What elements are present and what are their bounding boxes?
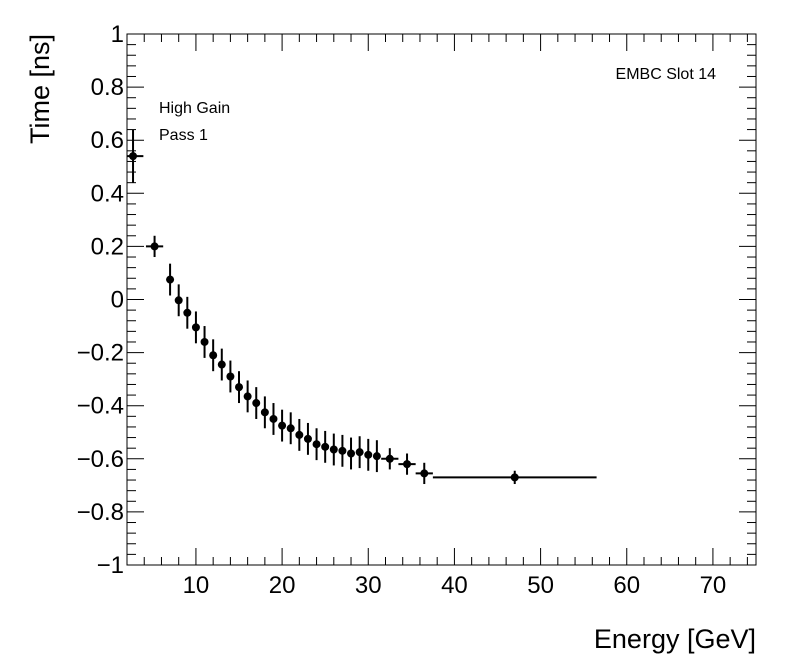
y-tick-label: −0.8: [77, 499, 124, 526]
data-marker: [420, 469, 429, 478]
data-point: [303, 422, 312, 455]
data-marker: [166, 275, 175, 284]
data-marker: [235, 383, 244, 392]
data-point: [432, 470, 597, 485]
data-point: [269, 403, 278, 435]
data-point: [295, 418, 304, 451]
data-marker: [129, 152, 138, 161]
data-point: [200, 326, 209, 358]
data-marker: [226, 372, 235, 381]
data-marker: [150, 242, 159, 251]
data-marker: [286, 424, 295, 433]
data-marker: [200, 337, 209, 346]
data-marker: [372, 452, 381, 461]
y-tick-label: −0.6: [77, 446, 124, 473]
y-tick-label: 0.6: [91, 127, 124, 154]
pass-label: Pass 1: [159, 127, 208, 144]
data-point: [252, 387, 261, 419]
data-point: [364, 438, 373, 471]
x-tick-label: 30: [355, 572, 382, 599]
data-marker: [385, 454, 394, 463]
x-tick-label: 70: [700, 572, 727, 599]
slot-label: EMBC Slot 14: [616, 66, 717, 83]
x-tick-label: 50: [527, 572, 554, 599]
data-marker: [510, 473, 519, 482]
data-marker: [191, 323, 200, 332]
data-marker: [329, 445, 338, 454]
data-point: [286, 412, 295, 445]
data-point: [166, 263, 175, 296]
data-marker: [217, 360, 226, 369]
data-marker: [312, 440, 321, 449]
data-marker: [338, 446, 347, 455]
data-marker: [252, 399, 261, 408]
data-marker: [403, 460, 412, 469]
data-point: [398, 453, 416, 475]
x-axis-title: Energy [GeV]: [594, 624, 756, 654]
data-point: [329, 433, 338, 466]
x-tick-label: 20: [269, 572, 296, 599]
data-marker: [260, 408, 269, 417]
data-point: [312, 428, 321, 461]
data-point: [415, 462, 433, 485]
y-tick-label: −0.4: [77, 393, 124, 420]
data-marker: [347, 449, 356, 458]
data-point: [338, 434, 347, 467]
data-point: [372, 440, 381, 473]
data-point: [174, 284, 183, 317]
data-point: [127, 129, 144, 183]
y-tick-label: 0.8: [91, 74, 124, 101]
data-marker: [303, 434, 312, 443]
data-marker: [278, 421, 287, 430]
data-marker: [321, 442, 330, 451]
data-point: [209, 339, 218, 372]
data-point: [217, 348, 226, 381]
data-marker: [269, 414, 278, 423]
data-marker: [364, 450, 373, 459]
data-point: [226, 360, 235, 393]
y-axis-title: Time [ns]: [25, 34, 55, 144]
data-point: [145, 235, 164, 258]
data-marker: [355, 448, 364, 457]
gain-label: High Gain: [159, 100, 230, 117]
data-point: [183, 296, 192, 329]
x-tick-label: 40: [441, 572, 468, 599]
data-point: [235, 371, 244, 404]
axis-ticks: [126, 33, 756, 566]
data-marker: [183, 308, 192, 317]
data-marker: [174, 296, 183, 305]
data-point: [243, 380, 252, 413]
x-tick-label: 60: [613, 572, 640, 599]
data-points: [127, 129, 597, 485]
y-tick-label: −1: [97, 552, 124, 579]
y-tick-label: 0.4: [91, 180, 124, 207]
y-tick-labels: −1 −0.8 −0.6 −0.4 −0.2 0 0.2 0.4 0.6 0.8 1: [77, 21, 124, 579]
data-point: [347, 437, 356, 470]
x-tick-label: 10: [183, 572, 210, 599]
y-tick-label: −0.2: [77, 340, 124, 367]
data-point: [191, 311, 200, 344]
data-marker: [209, 351, 218, 360]
data-point: [321, 430, 330, 463]
data-point: [355, 436, 364, 469]
y-tick-label: 0.2: [91, 233, 124, 260]
data-point: [260, 396, 269, 429]
data-marker: [243, 392, 252, 401]
y-tick-label: 0: [111, 287, 124, 314]
data-marker: [295, 430, 304, 439]
y-tick-label: 1: [111, 21, 124, 48]
x-tick-labels: 10 20 30 40 50 60 70: [183, 572, 727, 599]
data-point: [381, 448, 399, 470]
data-point: [278, 409, 287, 442]
